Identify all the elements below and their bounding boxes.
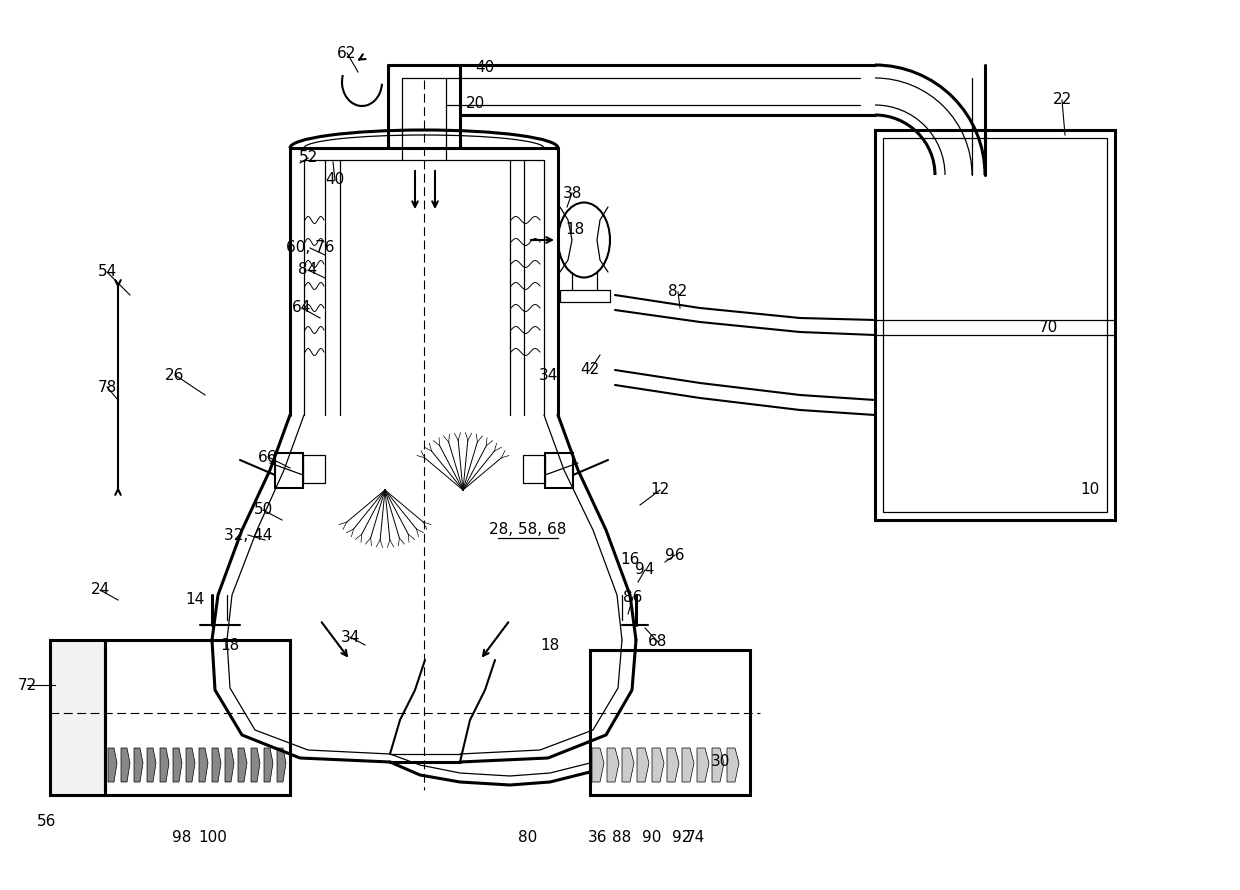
Polygon shape xyxy=(160,748,169,782)
Text: 62: 62 xyxy=(337,45,357,61)
Text: 52: 52 xyxy=(299,150,317,166)
Polygon shape xyxy=(148,748,156,782)
Polygon shape xyxy=(224,748,234,782)
Polygon shape xyxy=(652,748,663,782)
Text: 42: 42 xyxy=(580,362,600,377)
Text: 60, 76: 60, 76 xyxy=(285,240,335,255)
Text: 28, 58, 68: 28, 58, 68 xyxy=(490,522,567,538)
Polygon shape xyxy=(134,748,143,782)
Text: 36: 36 xyxy=(588,830,608,845)
Text: 18: 18 xyxy=(541,637,559,652)
Text: 90: 90 xyxy=(642,830,662,845)
Polygon shape xyxy=(108,748,117,782)
Bar xyxy=(105,640,290,795)
Bar xyxy=(875,130,1115,520)
Text: 92: 92 xyxy=(672,830,692,845)
Polygon shape xyxy=(682,748,694,782)
Polygon shape xyxy=(637,748,649,782)
Polygon shape xyxy=(122,748,130,782)
Text: 18: 18 xyxy=(565,222,584,238)
Text: 86: 86 xyxy=(624,589,642,604)
Text: 14: 14 xyxy=(185,593,205,608)
Polygon shape xyxy=(186,748,195,782)
Text: 54: 54 xyxy=(98,264,117,279)
Polygon shape xyxy=(198,748,208,782)
Text: 100: 100 xyxy=(198,830,227,845)
Text: 70: 70 xyxy=(1038,320,1058,336)
Text: 34: 34 xyxy=(340,629,360,644)
Text: 98: 98 xyxy=(172,830,192,845)
Bar xyxy=(50,640,105,795)
Bar xyxy=(275,453,303,488)
Text: 16: 16 xyxy=(620,553,640,568)
Text: 80: 80 xyxy=(518,830,538,845)
Polygon shape xyxy=(277,748,286,782)
Polygon shape xyxy=(212,748,221,782)
Polygon shape xyxy=(250,748,260,782)
Text: 50: 50 xyxy=(253,503,273,517)
Text: 20: 20 xyxy=(465,95,485,110)
Polygon shape xyxy=(727,748,739,782)
Text: 18: 18 xyxy=(221,637,239,652)
Text: 12: 12 xyxy=(650,482,670,498)
Text: 74: 74 xyxy=(686,830,704,845)
Text: 32, 44: 32, 44 xyxy=(223,528,273,543)
Polygon shape xyxy=(697,748,709,782)
Text: 30: 30 xyxy=(711,755,729,770)
Polygon shape xyxy=(622,748,634,782)
Bar xyxy=(546,453,573,488)
Polygon shape xyxy=(667,748,680,782)
Text: 22: 22 xyxy=(1053,93,1071,108)
Text: 64: 64 xyxy=(293,301,311,315)
Text: 10: 10 xyxy=(1080,482,1100,498)
Polygon shape xyxy=(608,748,619,782)
Text: 82: 82 xyxy=(668,285,688,300)
Bar xyxy=(303,455,325,483)
Polygon shape xyxy=(174,748,182,782)
Polygon shape xyxy=(238,748,247,782)
Text: 40: 40 xyxy=(325,173,345,188)
Text: 84: 84 xyxy=(299,263,317,278)
Text: 94: 94 xyxy=(635,562,655,578)
Polygon shape xyxy=(591,748,604,782)
Text: 66: 66 xyxy=(258,449,278,465)
Text: 78: 78 xyxy=(98,379,117,394)
Bar xyxy=(590,650,750,795)
Text: 56: 56 xyxy=(37,814,57,829)
Text: 24: 24 xyxy=(91,582,109,597)
Text: 40: 40 xyxy=(475,61,495,76)
Text: 38: 38 xyxy=(562,185,582,200)
Text: 96: 96 xyxy=(665,547,684,562)
Text: 68: 68 xyxy=(649,635,667,650)
Text: 72: 72 xyxy=(17,677,37,692)
Bar xyxy=(883,138,1107,512)
Bar xyxy=(523,455,546,483)
Polygon shape xyxy=(712,748,724,782)
Polygon shape xyxy=(264,748,273,782)
Text: 26: 26 xyxy=(165,368,185,383)
Text: 88: 88 xyxy=(613,830,631,845)
Text: 34: 34 xyxy=(538,368,558,383)
